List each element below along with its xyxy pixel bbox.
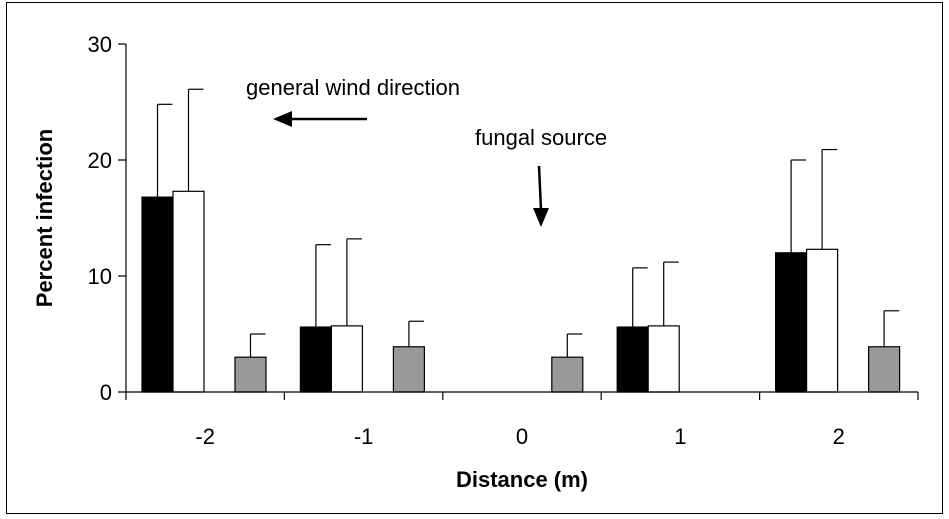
bar xyxy=(616,326,649,393)
fungal-source-label: fungal source xyxy=(475,125,607,150)
chart-frame xyxy=(6,2,943,514)
bar xyxy=(234,356,267,393)
bar xyxy=(299,326,332,393)
y-tick-label: 20 xyxy=(88,148,112,173)
y-ticks-layer: 0 10 20 30 xyxy=(88,32,126,405)
bar xyxy=(330,325,363,393)
y-tick-label: 0 xyxy=(100,380,112,405)
x-tick-label: 0 xyxy=(516,424,528,449)
y-axis-title: Percent infection xyxy=(32,129,57,307)
bar xyxy=(647,325,680,393)
x-tick-label: -2 xyxy=(195,424,215,449)
bar xyxy=(867,346,901,393)
y-tick-label: 30 xyxy=(88,32,112,57)
error-bars-layer xyxy=(156,88,900,358)
bar xyxy=(774,252,808,393)
wind-direction-arrow-icon xyxy=(273,111,367,127)
wind-direction-label: general wind direction xyxy=(246,75,460,100)
x-tick-label: 1 xyxy=(674,424,686,449)
fungal-source-arrow-icon xyxy=(533,165,549,227)
bars-layer xyxy=(141,190,901,393)
x-tick-label: -1 xyxy=(354,424,374,449)
x-ticks-layer: -2 -1 0 1 2 xyxy=(125,392,919,449)
bar xyxy=(172,190,205,393)
bar xyxy=(392,346,425,393)
bar xyxy=(551,356,584,393)
y-tick-label: 10 xyxy=(88,264,112,289)
x-axis-title: Distance (m) xyxy=(456,467,588,492)
bar xyxy=(805,248,839,393)
bar xyxy=(141,196,174,393)
x-tick-label: 2 xyxy=(833,424,845,449)
